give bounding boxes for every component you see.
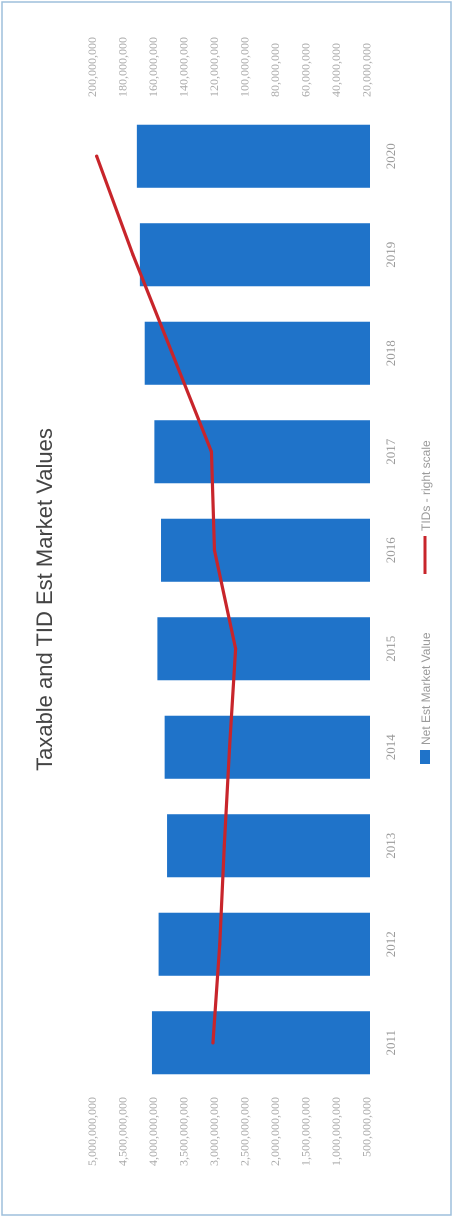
right-axis-tick-label: 140,000,000 <box>177 37 191 97</box>
line-point-2018 <box>170 351 174 355</box>
line-point-2020 <box>95 154 99 158</box>
category-label-2014: 2014 <box>383 734 398 761</box>
legend-label-bar: Net Est Market Value <box>419 632 433 745</box>
line-point-2014 <box>227 745 232 749</box>
line-point-2017 <box>209 450 214 454</box>
bar-2018 <box>144 321 370 385</box>
legend-swatch-bar <box>420 750 430 764</box>
category-label-2012: 2012 <box>383 931 398 957</box>
left-axis-tick-label: 3,500,000,000 <box>177 1097 191 1166</box>
line-point-2016 <box>212 548 217 552</box>
chart-title: Taxable and TID Est Market Values <box>32 428 57 771</box>
right-axis-tick-label: 80,000,000 <box>268 43 282 97</box>
left-axis-tick-label: 3,000,000,000 <box>207 1097 221 1166</box>
left-axis-tick-label: 1,000,000,000 <box>329 1097 343 1166</box>
left-axis-tick-label: 5,000,000,000 <box>85 1097 99 1166</box>
right-axis-tick-label: 160,000,000 <box>146 37 160 97</box>
right-axis-tick-label: 120,000,000 <box>207 37 221 97</box>
bar-2014 <box>164 715 370 779</box>
left-axis-tick-label: 4,500,000,000 <box>116 1097 130 1166</box>
bar-2017 <box>154 420 370 484</box>
bar-2016 <box>161 518 370 582</box>
right-axis-tick-label: 180,000,000 <box>116 37 130 97</box>
category-label-2013: 2013 <box>383 833 398 859</box>
category-label-2017: 2017 <box>383 438 398 465</box>
category-label-2015: 2015 <box>383 636 398 662</box>
right-axis-tick-label: 100,000,000 <box>238 37 252 97</box>
left-axis-tick-label: 2,000,000,000 <box>268 1097 282 1166</box>
chart-plot-group: Taxable and TID Est Market Values 5,000,0… <box>32 37 433 1166</box>
bar-2015 <box>157 617 370 681</box>
category-label-2018: 2018 <box>383 340 398 366</box>
left-axis-tick-label: 500,000,000 <box>360 1097 374 1157</box>
left-axis-tick-label: 2,500,000,000 <box>238 1097 252 1166</box>
right-axis-tick-label: 60,000,000 <box>299 43 313 97</box>
line-point-2015 <box>234 647 238 651</box>
bar-2012 <box>158 912 370 976</box>
line-point-2012 <box>218 942 222 946</box>
left-axis-tick-label: 4,000,000,000 <box>146 1097 160 1166</box>
category-label-2011: 2011 <box>383 1030 398 1056</box>
right-axis-tick-label: 200,000,000 <box>85 37 99 97</box>
category-label-2020: 2020 <box>383 143 398 169</box>
right-axis-tick-label: 40,000,000 <box>329 43 343 97</box>
line-point-2011 <box>211 1041 215 1045</box>
line-point-2013 <box>222 844 226 848</box>
line-point-2019 <box>131 253 135 257</box>
legend-label-line: TIDs - right scale <box>419 440 433 531</box>
left-axis-tick-label: 1,500,000,000 <box>299 1097 313 1166</box>
right-axis-tick-label: 20,000,000 <box>360 43 374 97</box>
line-series-tids <box>95 154 238 1045</box>
category-label-2019: 2019 <box>383 242 398 268</box>
category-label-2016: 2016 <box>383 537 398 564</box>
bar-2020 <box>136 124 370 188</box>
bar-2019 <box>139 223 370 287</box>
bar-2013 <box>167 814 370 878</box>
bar-2011 <box>151 1011 370 1075</box>
